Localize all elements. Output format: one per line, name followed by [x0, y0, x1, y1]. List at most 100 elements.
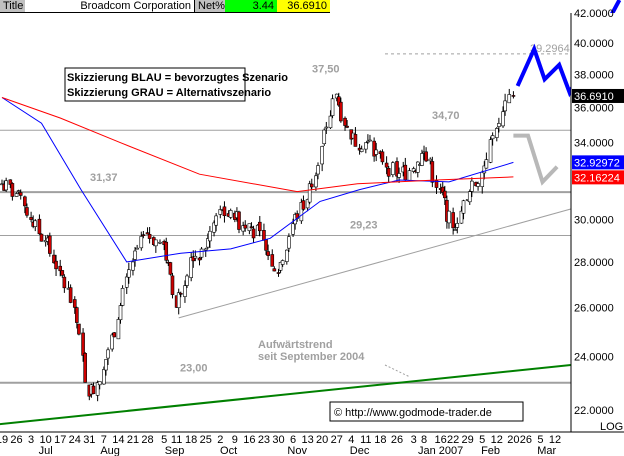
candle-body	[48, 235, 52, 254]
date-tick-label: 5	[161, 434, 167, 446]
candle-body	[476, 183, 480, 187]
candle-body	[287, 236, 291, 249]
month-label: Jan 2007	[418, 445, 463, 456]
candle-body	[257, 221, 262, 232]
date-tick-label: 11	[171, 434, 182, 446]
date-tick-label: 22	[447, 434, 459, 446]
candle-body	[343, 117, 347, 126]
candle-body	[228, 210, 233, 218]
trend-line	[0, 358, 624, 426]
candle-body	[243, 224, 248, 229]
candle-body	[480, 172, 485, 187]
candle-body	[58, 265, 63, 272]
candle-body	[60, 270, 65, 276]
date-tick-label: 13	[301, 434, 313, 446]
price-tick-label: 42.0000	[574, 8, 614, 20]
company-name: Broadcom Corporation	[25, 0, 195, 12]
price-tick-label: 28.0000	[574, 257, 614, 269]
candle-body	[430, 161, 435, 183]
candle-body	[447, 210, 451, 224]
candle-body	[83, 353, 87, 383]
date-tick-label: 16	[243, 434, 255, 446]
candle-body	[199, 248, 204, 258]
candle-body	[501, 111, 505, 127]
level-label: 34,70	[432, 110, 460, 122]
candle-body	[14, 193, 19, 197]
candle-body	[420, 153, 424, 166]
candle-body	[372, 140, 376, 157]
date-tick-label: 3	[28, 434, 34, 446]
date-tick-label: 27	[331, 434, 343, 446]
month-label: Mar	[537, 445, 556, 456]
candle-body	[191, 256, 196, 262]
candle-body	[197, 257, 202, 261]
level-label: 29,23	[350, 220, 378, 232]
candle-body	[208, 230, 212, 242]
price-badge-value: 32.92972	[574, 157, 620, 169]
candle-body	[490, 135, 495, 140]
price-badge-value: 36.6910	[574, 91, 614, 103]
price-badge	[572, 88, 624, 103]
candle-body	[33, 220, 38, 227]
candle-body	[411, 168, 416, 172]
date-tick-label: 21	[127, 434, 139, 446]
candle-body	[176, 292, 181, 309]
candle-body	[52, 254, 56, 264]
candle-body	[334, 93, 339, 99]
candle-body	[415, 161, 420, 173]
candle-body	[324, 126, 329, 129]
candle-body	[16, 190, 21, 192]
date-tick-label: 25	[200, 434, 212, 446]
candle-body	[251, 228, 256, 239]
candle-body	[110, 334, 114, 350]
candle-body	[391, 162, 395, 175]
candle-body	[237, 211, 241, 230]
candle-body	[116, 319, 121, 340]
candle-body	[4, 180, 8, 191]
candle-body	[75, 307, 79, 323]
date-tick-label: 7	[101, 434, 107, 446]
date-tick-label: 12	[491, 434, 503, 446]
candle-body	[170, 275, 175, 295]
trend-label: Aufwärtstrend	[258, 339, 333, 351]
candle-body	[214, 215, 218, 226]
date-tick-label: 11	[360, 434, 371, 446]
candle-body	[154, 239, 158, 247]
alternative-scenario-line	[513, 133, 559, 186]
candle-body	[104, 359, 108, 371]
price-tick-label: 22.0000	[574, 405, 614, 417]
date-tick-label: 29	[462, 434, 474, 446]
candle-body	[278, 261, 283, 271]
candle-body	[307, 183, 312, 203]
candle-body	[320, 146, 324, 165]
candle-body	[95, 382, 100, 396]
candle-body	[339, 101, 343, 122]
candle-body	[497, 123, 501, 127]
candle-body	[183, 285, 187, 297]
candle-body	[18, 192, 23, 196]
candle-body	[330, 98, 335, 116]
month-label: Aug	[100, 445, 120, 456]
candle-body	[299, 202, 304, 222]
candle-body	[8, 179, 13, 185]
candle-body	[270, 254, 275, 267]
level-label: 39.2964	[530, 43, 570, 55]
net-percent-label: Net%	[195, 0, 225, 12]
candle-body	[112, 332, 117, 338]
title-label: Title	[0, 0, 25, 12]
legend-blue: Skizzierung BLAU = bevorzugtes Szenario	[67, 72, 288, 84]
candle-body	[424, 151, 428, 162]
date-tick-label: 10	[40, 434, 52, 446]
scale-label: LOG	[600, 421, 623, 433]
candle-body	[353, 134, 358, 147]
candle-body	[120, 288, 125, 306]
candle-body	[77, 323, 81, 335]
candle-body	[262, 230, 266, 241]
date-tick-label: 18	[374, 434, 386, 446]
legend-grey: Skizzierung GRAU = Alternativszenario	[67, 87, 271, 99]
candle-body	[403, 164, 408, 181]
candle-body	[494, 128, 499, 138]
candle-body	[54, 260, 58, 270]
candle-body	[459, 210, 464, 224]
